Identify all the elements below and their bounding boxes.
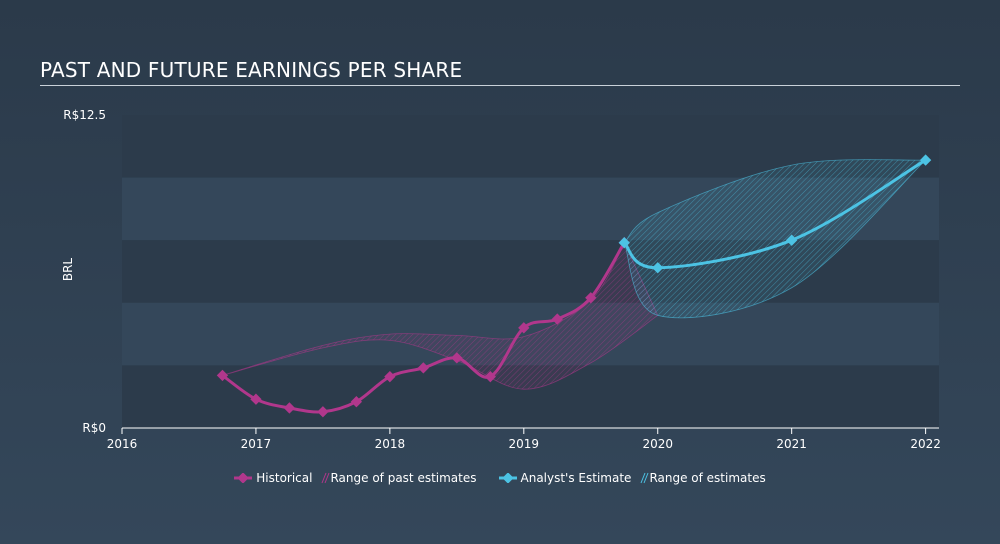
legend-item-historical[interactable]: Historical xyxy=(234,471,312,485)
estimate-point xyxy=(919,154,932,166)
x-tick-label: 2022 xyxy=(910,437,941,451)
axes: 2016 2017 2018 2019 2020 2021 2022 R$12.5 R$0 BRL xyxy=(61,108,941,451)
estimate-point xyxy=(786,234,798,246)
range-future-estimates xyxy=(623,159,927,319)
historical-point xyxy=(350,396,363,408)
x-tick-label: 2018 xyxy=(375,437,406,451)
historical-point xyxy=(283,402,296,414)
range-areas xyxy=(222,159,927,390)
historical-point xyxy=(484,371,496,383)
title-divider xyxy=(40,85,960,86)
legend-item-analyst[interactable]: Analyst's Estimate xyxy=(498,471,632,485)
x-tick-label: 2019 xyxy=(509,437,540,451)
y-tick-label: R$0 xyxy=(82,421,106,435)
historical-point xyxy=(250,393,262,405)
y-tick-label: R$12.5 xyxy=(63,108,106,122)
legend-item-past-range[interactable]: Range of past estimates xyxy=(320,471,477,485)
historical-point xyxy=(518,322,530,334)
legend-label-future-range: Range of estimates xyxy=(649,471,766,485)
historical-point xyxy=(216,369,229,382)
estimate-point xyxy=(652,262,664,274)
analyst-legend-icon xyxy=(498,473,517,483)
x-tick-label: 2021 xyxy=(776,437,807,451)
historical-point xyxy=(317,406,329,418)
historical-point xyxy=(384,371,396,383)
historical-point xyxy=(551,313,563,325)
x-tick-label: 2017 xyxy=(241,437,272,451)
estimate-point xyxy=(618,237,630,249)
historical-legend-icon xyxy=(234,473,253,483)
analyst-estimate-line xyxy=(623,158,927,270)
past-range-legend-icon xyxy=(322,472,330,484)
historical-point xyxy=(451,352,463,364)
legend-label-historical: Historical xyxy=(256,471,313,485)
x-tick-label: 2016 xyxy=(107,437,138,451)
legend-label-analyst: Analyst's Estimate xyxy=(520,471,632,485)
historical-point xyxy=(585,292,597,304)
future-range-legend-icon xyxy=(640,472,649,484)
legend-item-future-range[interactable]: Range of estimates xyxy=(639,471,766,485)
legend: Historical Range of past estimates Analy… xyxy=(0,469,1000,487)
historical-point xyxy=(417,362,430,374)
x-tick-label: 2020 xyxy=(642,437,673,451)
series-markers xyxy=(216,154,932,418)
chart-title: PAST AND FUTURE EARNINGS PER SHARE xyxy=(40,58,463,82)
legend-label-past-range: Range of past estimates xyxy=(330,471,477,485)
y-axis-label: BRL xyxy=(61,258,75,282)
